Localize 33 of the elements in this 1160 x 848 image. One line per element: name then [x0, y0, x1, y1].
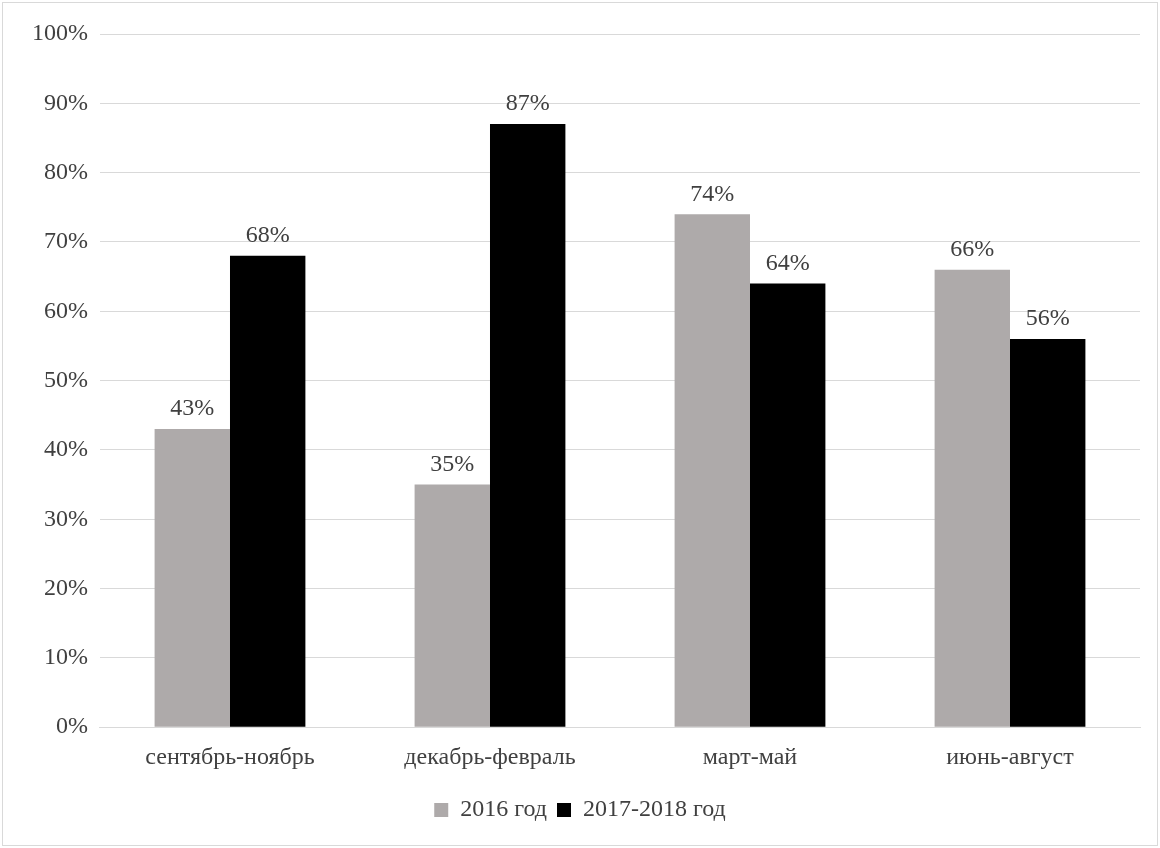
y-tick-label: 50%: [43, 365, 88, 392]
bar: [490, 124, 566, 727]
bar: [934, 269, 1010, 727]
x-tick-label: декабрь-февраль: [404, 742, 576, 769]
y-tick-label: 70%: [43, 227, 88, 254]
data-label: 68%: [245, 221, 290, 248]
legend-label: 2017-2018 год: [583, 795, 726, 822]
y-tick-label: 30%: [43, 504, 88, 531]
bar: [154, 429, 230, 727]
x-tick-label: сентябрь-ноябрь: [145, 742, 315, 769]
y-tick-label: 10%: [43, 643, 88, 670]
y-tick-label: 60%: [43, 296, 88, 323]
bar: [229, 255, 306, 727]
data-label: 66%: [950, 234, 995, 261]
bar: [414, 484, 490, 727]
x-tick-label: июнь-август: [946, 742, 1075, 769]
data-label: 56%: [1025, 304, 1070, 331]
data-label: 74%: [690, 179, 735, 206]
y-tick-label: 80%: [43, 157, 88, 184]
y-tick-label: 20%: [43, 573, 88, 600]
legend-label: 2016 год: [460, 795, 547, 822]
bar: [1010, 339, 1086, 727]
bar: [750, 283, 826, 727]
data-label: 35%: [430, 449, 475, 476]
y-tick-label: 40%: [43, 435, 88, 462]
bar: [674, 214, 750, 727]
data-label: 43%: [170, 394, 215, 421]
x-tick-label: март-май: [702, 742, 798, 769]
y-tick-label: 100%: [31, 19, 88, 46]
data-label: 87%: [505, 89, 550, 116]
y-tick-label: 0%: [55, 712, 88, 739]
data-label: 64%: [765, 248, 810, 275]
y-tick-label: 90%: [43, 88, 88, 115]
